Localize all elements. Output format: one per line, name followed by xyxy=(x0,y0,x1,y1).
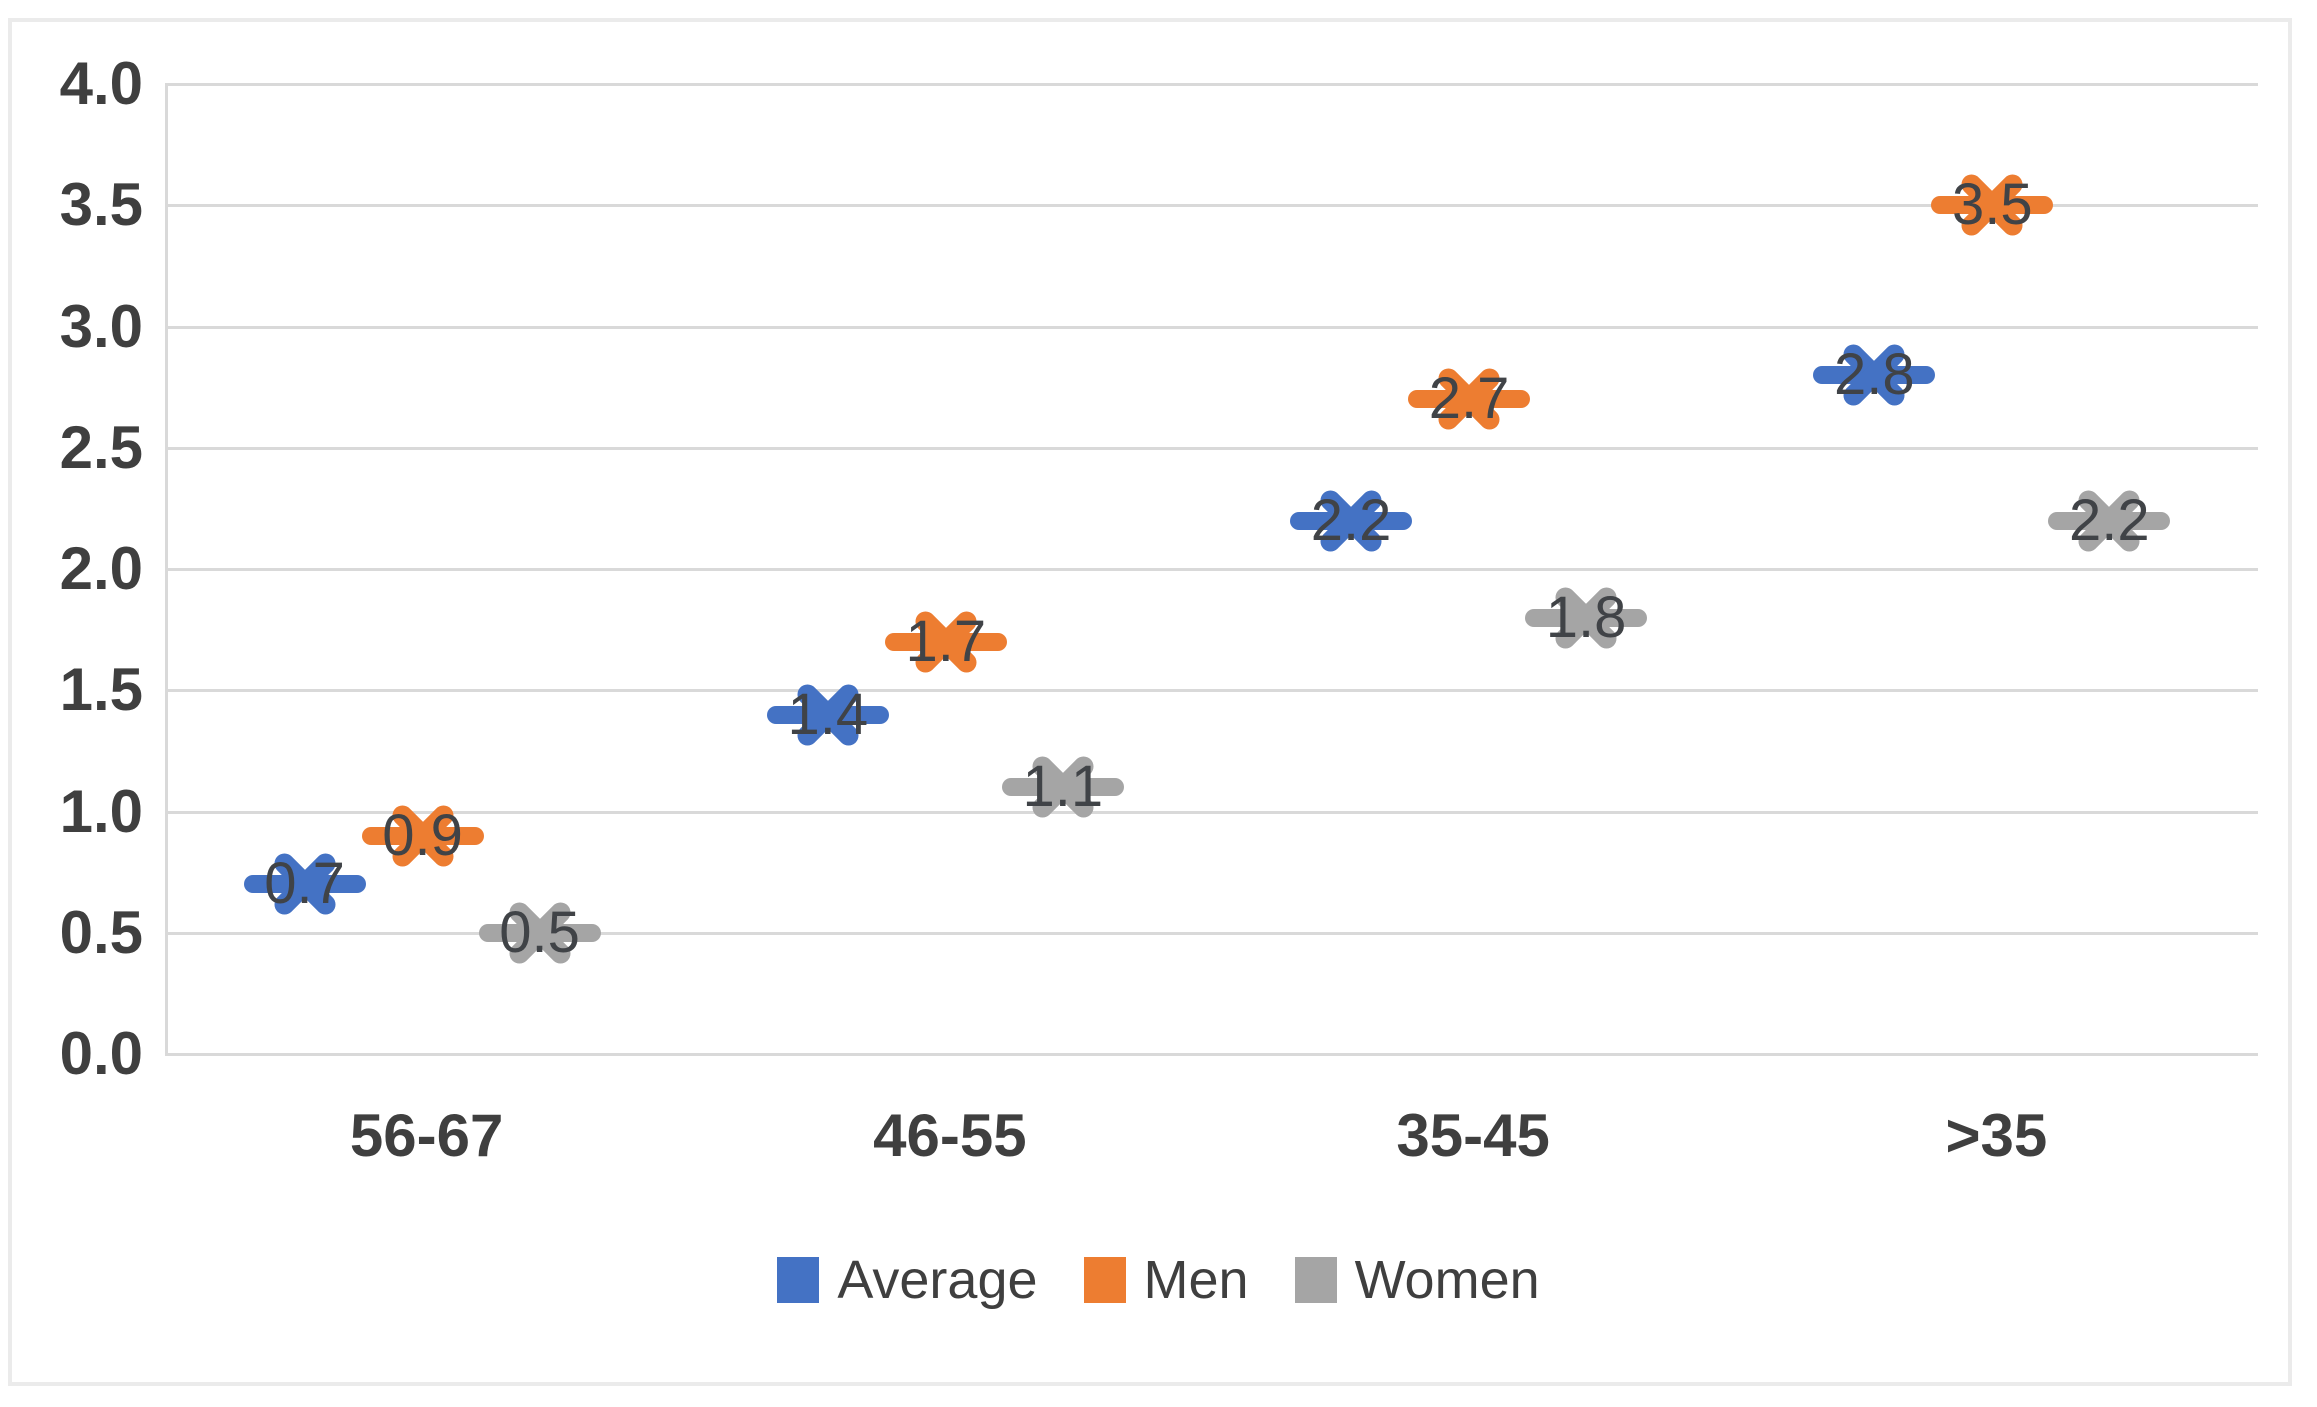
x-category-label: >35 xyxy=(1945,1102,2048,1169)
y-tick-label: 4.0 xyxy=(59,50,143,117)
gridline xyxy=(165,83,2258,86)
y-tick-label: 3.0 xyxy=(59,292,143,360)
data-label: 1.7 xyxy=(905,608,987,674)
gridline xyxy=(165,810,2258,814)
data-label: 1.4 xyxy=(787,681,869,747)
legend-swatch-icon xyxy=(1294,1257,1337,1303)
gridline xyxy=(165,931,2258,935)
data-label: 2.8 xyxy=(1834,342,1915,407)
x-category-label: 56-67 xyxy=(349,1102,504,1169)
gridline xyxy=(165,568,2258,571)
data-label: 0.9 xyxy=(382,802,463,868)
legend-swatch-icon xyxy=(1083,1257,1126,1303)
gridline xyxy=(165,689,2258,693)
legend-item: Men xyxy=(1083,1250,1249,1310)
y-tick-label: 1.0 xyxy=(59,777,143,845)
y-tick-label: 0.0 xyxy=(59,1020,143,1087)
legend: Average Men Women xyxy=(0,1253,2317,1307)
chart-frame xyxy=(8,18,2292,1386)
data-label: 1.8 xyxy=(1545,584,1627,650)
gridline xyxy=(165,1053,2258,1056)
gridline xyxy=(165,204,2258,208)
y-tick-label: 0.5 xyxy=(59,898,143,966)
data-label: 2.7 xyxy=(1428,366,1510,432)
legend-swatch-icon xyxy=(777,1257,820,1303)
y-tick-label: 1.5 xyxy=(59,656,143,724)
legend-label: Men xyxy=(1143,1250,1249,1310)
legend-item: Women xyxy=(1294,1250,1540,1310)
gridline xyxy=(165,325,2258,329)
legend-label: Women xyxy=(1354,1250,1540,1310)
x-category-label: 46-55 xyxy=(873,1102,1027,1169)
data-label: 2.2 xyxy=(1310,487,1392,553)
y-axis-line xyxy=(165,84,168,1056)
gridline xyxy=(165,446,2258,450)
data-label: 0.7 xyxy=(264,851,345,917)
y-tick-label: 3.5 xyxy=(59,171,143,239)
y-tick-label: 2.5 xyxy=(59,413,143,481)
data-label: 2.2 xyxy=(2069,487,2150,553)
legend-label: Average xyxy=(837,1250,1038,1310)
legend-item: Average xyxy=(777,1250,1038,1310)
y-tick-label: 2.0 xyxy=(59,535,143,602)
x-category-label: 35-45 xyxy=(1396,1102,1550,1169)
data-label: 3.5 xyxy=(1952,172,2033,238)
data-label: 0.5 xyxy=(499,899,580,965)
data-label: 1.1 xyxy=(1022,754,1104,820)
